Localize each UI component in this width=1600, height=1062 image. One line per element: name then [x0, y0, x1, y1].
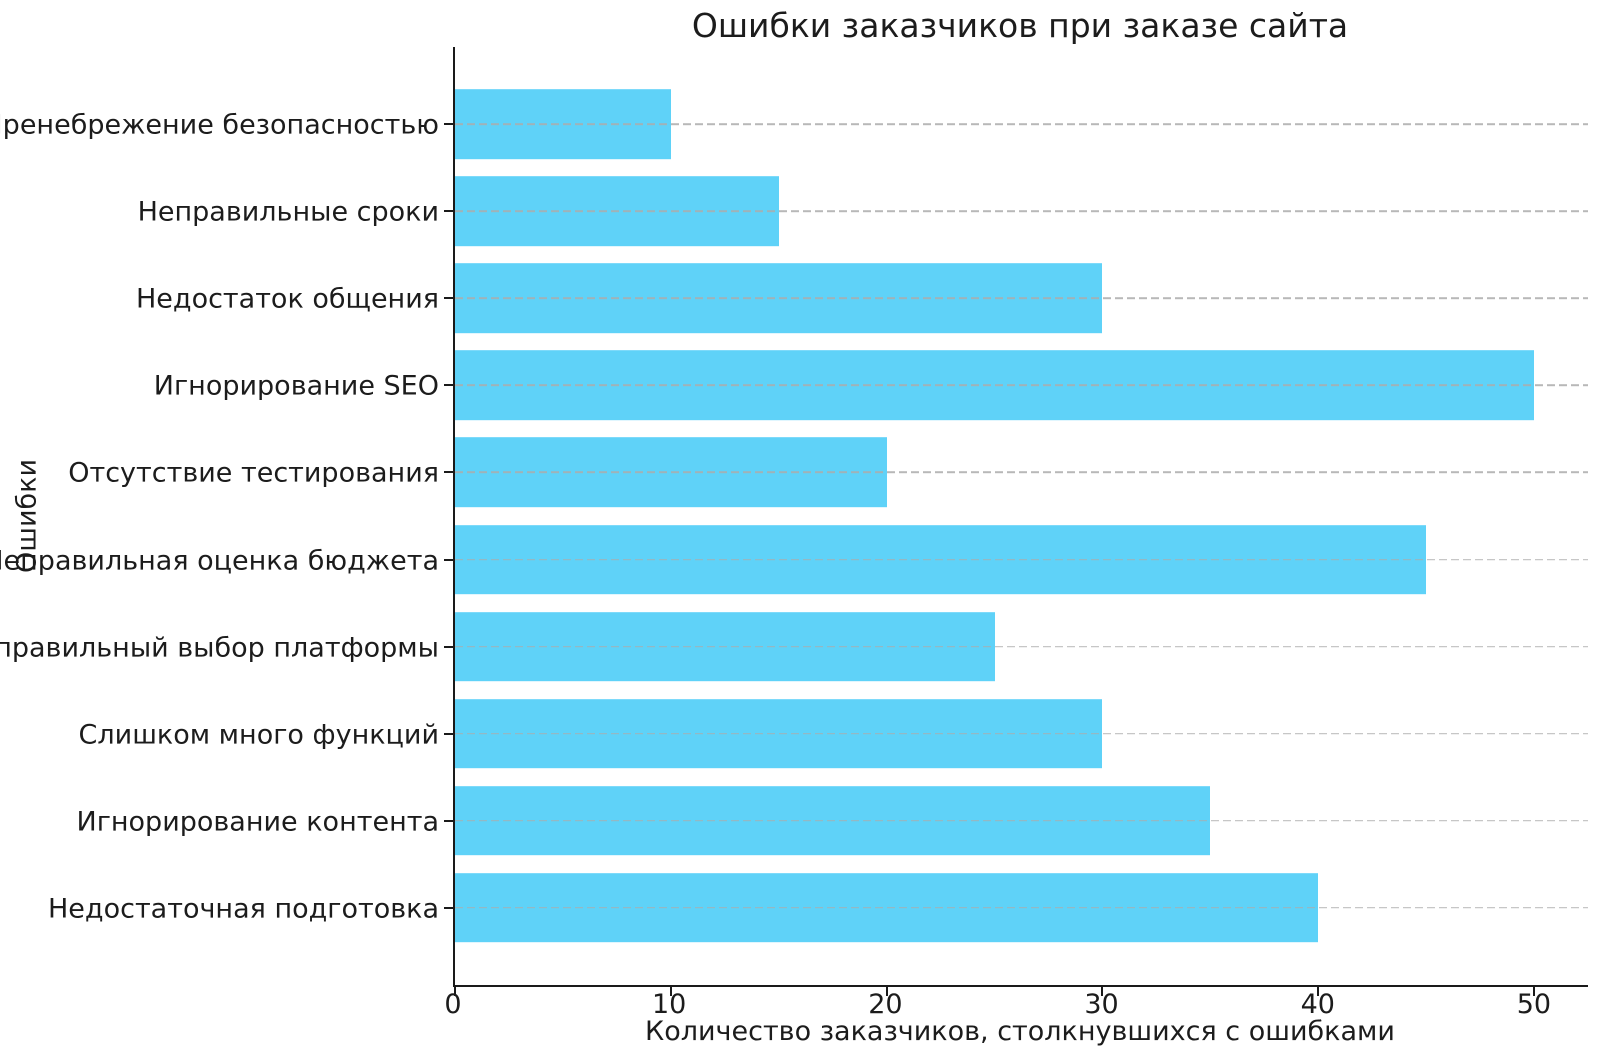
y-tick-label: Пренебрежение безопасностью [0, 109, 439, 141]
y-tick-label: Игнорирование SEO [153, 370, 439, 402]
x-tick-label: 50 [1516, 989, 1552, 1020]
y-tick-label: Отсутствие тестирования [68, 457, 439, 489]
gridline [455, 645, 1588, 648]
y-tick-mark [444, 645, 453, 648]
x-tick-mark [885, 987, 888, 996]
y-tick-label: Слишком много функций [78, 719, 439, 751]
y-tick-mark [444, 906, 453, 909]
gridline [455, 471, 1588, 474]
x-tick-label: 30 [1084, 989, 1119, 1020]
y-tick-label: Неправильные сроки [137, 196, 439, 228]
y-tick-label: Недостаточная подготовка [48, 893, 439, 925]
y-axis-tick-labels: Пренебрежение безопасностью Неправильные … [0, 47, 441, 987]
y-tick-label: Недостаток общения [135, 283, 439, 315]
y-tick-mark [444, 123, 453, 126]
x-tick-mark [454, 987, 456, 996]
x-tick-mark [1533, 987, 1536, 996]
x-axis-tick-labels: 0 10 20 30 40 50 [444, 989, 1588, 1023]
x-tick-label: 10 [652, 989, 687, 1020]
gridline [455, 906, 1588, 909]
gridline [455, 819, 1588, 822]
plot-area [444, 47, 1588, 996]
y-tick-mark [444, 384, 453, 387]
x-tick-mark [669, 987, 672, 996]
y-tick-mark [444, 297, 453, 300]
x-tick-mark [1101, 987, 1104, 996]
gridline [455, 210, 1588, 213]
gridline [455, 384, 1588, 387]
gridline [455, 732, 1588, 735]
y-tick-label: Неправильный выбор платформы [0, 632, 439, 664]
y-tick-mark [444, 210, 453, 213]
gridline [455, 297, 1588, 300]
x-tick-label: 20 [868, 989, 903, 1020]
y-tick-mark [444, 819, 453, 822]
x-tick-label: 40 [1300, 989, 1335, 1020]
chart-title: Ошибки заказчиков при заказе сайта [691, 6, 1349, 45]
gridline [455, 123, 1588, 126]
y-tick-label: Игнорирование контента [76, 806, 440, 838]
x-tick-mark [1317, 987, 1320, 996]
x-axis-title: Количество заказчиков, столкнувшихся с о… [645, 1016, 1395, 1047]
x-tick-label: 0 [444, 989, 462, 1020]
y-tick-mark [444, 558, 453, 561]
y-tick-mark [444, 732, 453, 735]
y-tick-mark [444, 471, 453, 474]
gridline [455, 558, 1588, 561]
y-tick-label: Неправильная оценка бюджета [0, 545, 439, 577]
